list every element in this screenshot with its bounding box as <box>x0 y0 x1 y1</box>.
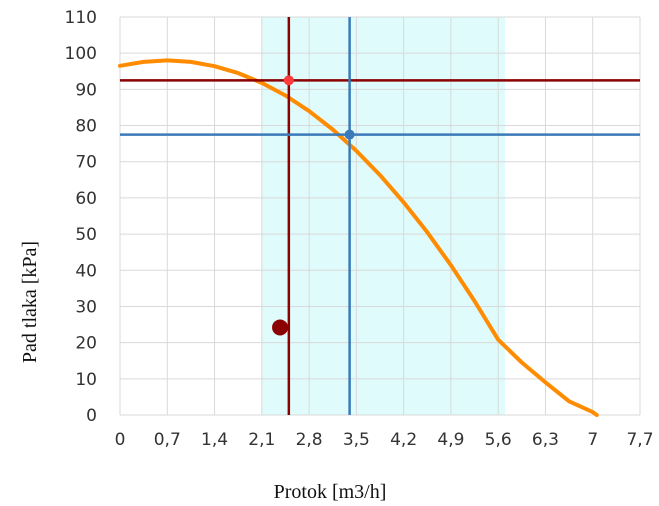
x-tick-label: 2,1 <box>248 430 275 450</box>
x-tick-label: 1,4 <box>201 430 228 450</box>
y-tick-label: 70 <box>75 153 97 173</box>
y-tick-label: 50 <box>75 225 97 245</box>
x-tick-label: 5,6 <box>485 430 512 450</box>
x-axis-label: Protok [m3/h] <box>274 481 387 503</box>
data-point-2 <box>344 129 355 140</box>
x-tick-label: 3,5 <box>343 430 370 450</box>
x-tick-label: 6,3 <box>532 430 559 450</box>
x-tick-label: 2,8 <box>296 430 323 450</box>
y-axis-label: Pad tlaka [kPa] <box>19 241 41 363</box>
y-tick-label: 10 <box>75 370 97 390</box>
y-tick-label: 60 <box>75 189 97 209</box>
y-tick-label: 90 <box>75 80 97 100</box>
x-tick-label: 7,7 <box>626 430 653 450</box>
operating-range-band <box>261 17 505 415</box>
x-tick-label: 0,7 <box>154 430 181 450</box>
curve-layer <box>118 58 599 417</box>
markers <box>272 75 355 336</box>
y-tick-labels: 0 10 20 30 40 50 60 70 80 90 100 110 <box>65 8 97 426</box>
x-tick-label: 4,9 <box>437 430 464 450</box>
y-tick-label: 0 <box>86 406 97 426</box>
y-tick-label: 30 <box>75 297 97 317</box>
x-tick-label: 0 <box>115 430 126 450</box>
data-point-3 <box>272 319 289 336</box>
x-tick-label: 4,2 <box>390 430 417 450</box>
y-tick-label: 40 <box>75 261 97 281</box>
y-tick-label: 80 <box>75 117 97 137</box>
x-tick-label: 7 <box>587 430 598 450</box>
x-tick-labels: 0 0,7 1,4 2,1 2,8 3,5 4,2 4,9 5,6 6,3 7 7,7 <box>115 430 654 450</box>
data-point-1 <box>283 75 294 86</box>
y-tick-label: 20 <box>75 334 97 354</box>
y-tick-label: 110 <box>65 8 97 28</box>
grid <box>119 16 641 416</box>
y-tick-label: 100 <box>65 44 97 64</box>
pump-curve-line <box>118 58 599 417</box>
